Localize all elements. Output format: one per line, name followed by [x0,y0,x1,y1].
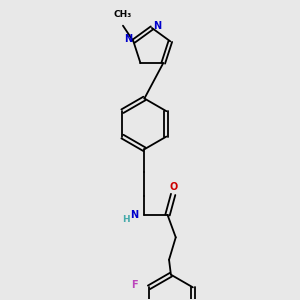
Text: O: O [170,182,178,192]
Text: N: N [124,34,132,44]
Text: CH₃: CH₃ [114,10,132,19]
Text: H: H [122,215,130,224]
Text: N: N [153,21,161,31]
Text: F: F [131,280,138,290]
Text: N: N [130,210,138,220]
